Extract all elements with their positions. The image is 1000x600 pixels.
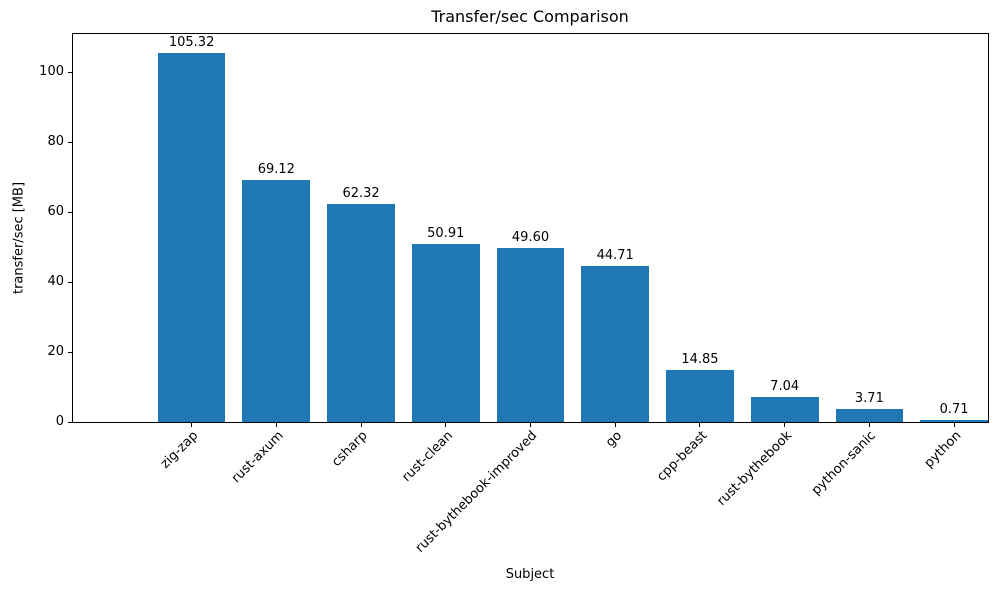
y-tick-label: 20: [47, 344, 64, 359]
x-tick-label: python: [921, 428, 965, 472]
x-tick-mark: [784, 423, 786, 427]
x-tick-mark: [953, 423, 955, 427]
y-tick-mark: [68, 211, 72, 213]
bar: [157, 53, 226, 422]
bar-value-label: 50.91: [427, 225, 465, 241]
x-tick-label: rust-bythebook: [713, 428, 795, 509]
y-tick-mark: [68, 281, 72, 283]
x-tick-mark: [360, 423, 362, 427]
bar: [920, 419, 988, 422]
bar-value-label: 0.71: [939, 401, 969, 417]
x-tick-label: python-sanic: [809, 428, 880, 499]
x-tick-mark: [614, 423, 616, 427]
x-tick-mark: [445, 423, 447, 427]
y-tick-mark: [68, 351, 72, 353]
y-tick-label: 40: [47, 274, 64, 289]
bar: [411, 243, 480, 422]
bar: [581, 265, 650, 422]
bar: [750, 397, 819, 422]
bar-value-label: 62.32: [342, 185, 380, 201]
y-tick-label: 0: [55, 414, 64, 429]
bar: [242, 180, 311, 422]
x-tick-mark: [699, 423, 701, 427]
plot-area: 0 20 40 60 80 100 105.32 zig-zap 69.12 rust-axum 6…: [39, 33, 989, 556]
x-tick-label: rust-axum: [228, 428, 287, 487]
y-tick-mark: [68, 71, 72, 73]
x-tick-mark: [191, 423, 193, 427]
bar-value-label: 14.85: [681, 352, 719, 368]
chart-title: Transfer/sec Comparison: [431, 7, 629, 26]
bar-value-label: 49.60: [511, 230, 550, 246]
x-tick-label: go: [603, 428, 626, 451]
bar-value-label: 105.32: [168, 35, 215, 51]
bar-value-label: 44.71: [596, 247, 634, 263]
bar-value-label: 7.04: [770, 379, 800, 395]
bar: [327, 203, 395, 422]
y-tick-label: 60: [47, 204, 64, 219]
x-tick-mark: [275, 423, 277, 427]
x-tick-label: cpp-beast: [653, 428, 710, 485]
bar-value-label: 3.71: [854, 391, 884, 406]
y-tick-mark: [68, 141, 72, 143]
x-tick-label: csharp: [329, 428, 371, 470]
x-tick-mark: [530, 423, 531, 427]
x-axis-label: Subject: [505, 567, 555, 582]
bar-value-label: 69.12: [257, 162, 295, 178]
bar: [835, 409, 904, 422]
y-tick-label: 100: [39, 64, 64, 79]
y-tick-mark: [68, 421, 72, 423]
x-tick-label: rust-clean: [399, 428, 456, 485]
y-axis-label: transfer/sec [MB]: [11, 181, 27, 295]
bar: [666, 370, 734, 422]
x-tick-label: zig-zap: [158, 428, 202, 472]
y-tick-label: 80: [47, 134, 64, 149]
bar: [496, 248, 565, 422]
x-tick-mark: [868, 423, 870, 427]
